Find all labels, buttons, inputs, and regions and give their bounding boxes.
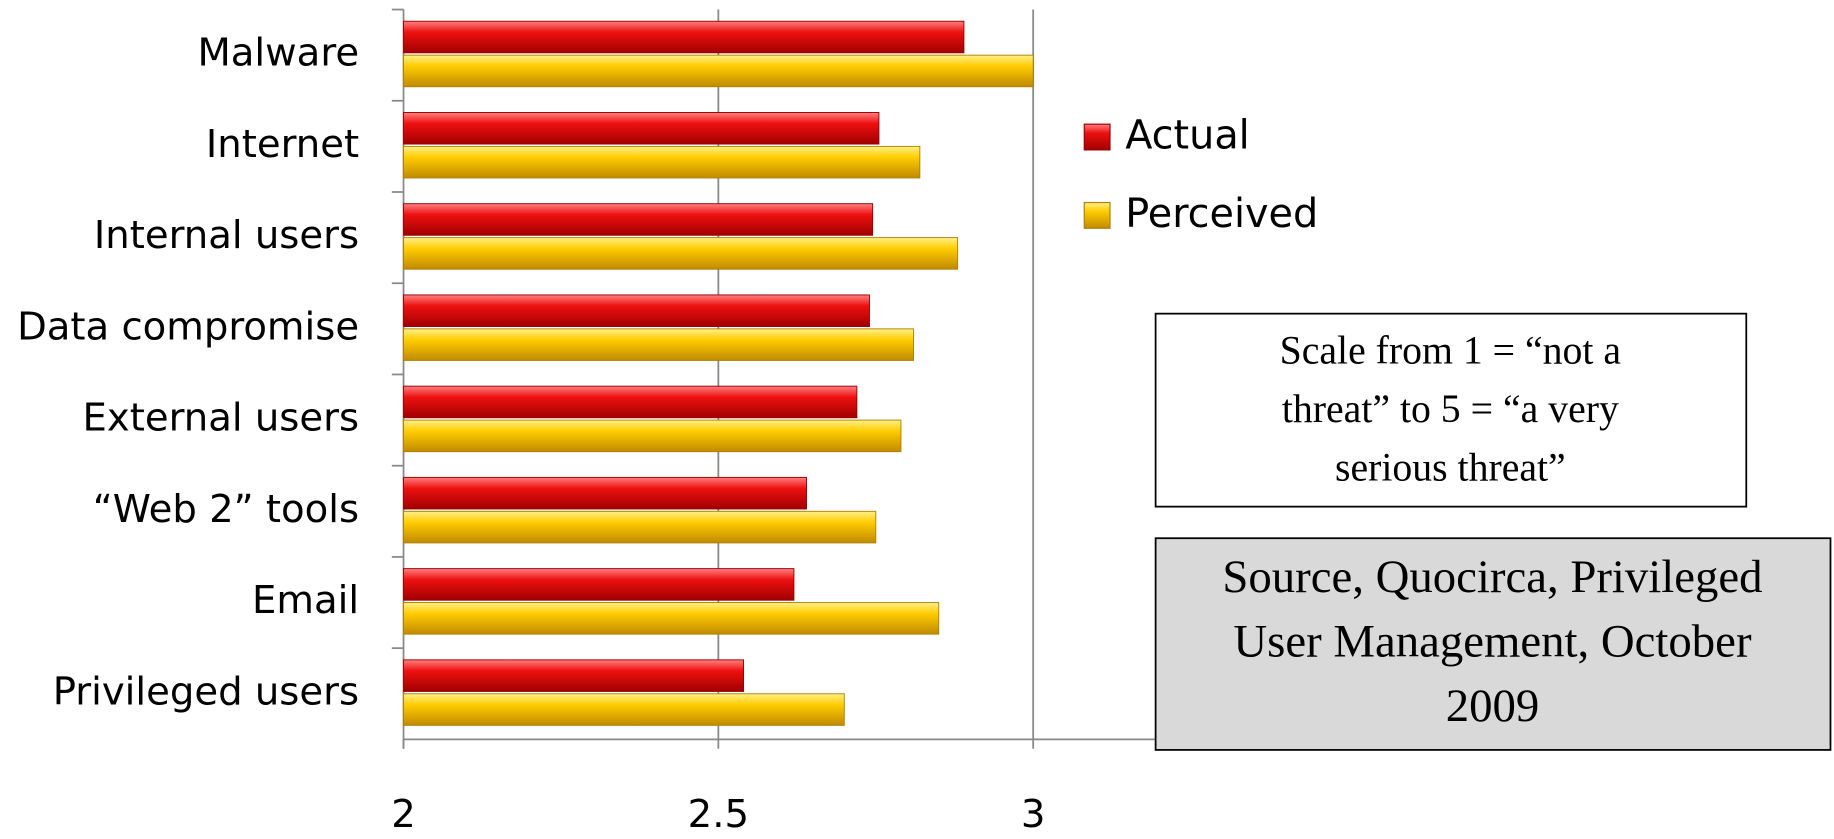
- note-box: [1154, 312, 1748, 508]
- bar: [403, 476, 807, 510]
- y-tick-label: Email: [252, 578, 359, 623]
- bar: [403, 693, 845, 726]
- bar: [403, 54, 1034, 88]
- bar: [403, 237, 959, 270]
- legend-swatch: [1083, 123, 1111, 151]
- bar: [403, 568, 795, 601]
- bar: [403, 145, 921, 179]
- plot: 2 2.5 3 Malware Internet Internal users Data c…: [17, 8, 1318, 837]
- bar: [403, 112, 880, 145]
- x-tick-label: 2.5: [688, 792, 749, 837]
- y-tick-label: Internet: [206, 122, 359, 167]
- source-text: Source, Quocirca, Privileged: [1222, 551, 1762, 603]
- y-tick-label: “Web 2” tools: [93, 487, 359, 532]
- y-tick-label: Malware: [197, 31, 359, 76]
- note-text: Scale from 1 = “not a: [1280, 329, 1622, 373]
- y-tick-label: Internal users: [94, 213, 359, 258]
- bar: [403, 203, 874, 236]
- legend-swatch: [1083, 201, 1111, 229]
- source-box: [1154, 537, 1832, 751]
- source-text: User Management, October: [1233, 616, 1752, 668]
- bar: [403, 510, 877, 544]
- bar: [403, 659, 745, 692]
- source-text: 2009: [1446, 680, 1540, 732]
- legend-label: Perceived: [1125, 191, 1318, 237]
- legend-label: Actual: [1125, 113, 1250, 159]
- bar: [403, 419, 902, 453]
- boxes: Scale from 1 = “not a threat” to 5 = “a v…: [1222, 329, 1762, 732]
- bar: [403, 385, 858, 419]
- y-tick-label: Privileged users: [53, 669, 359, 714]
- bar: [403, 328, 915, 361]
- note-text: serious threat”: [1335, 446, 1566, 490]
- y-tick-label: Data compromise: [17, 304, 359, 349]
- bar: [403, 602, 940, 635]
- note-text: threat” to 5 = “a very: [1282, 387, 1619, 431]
- x-tick-label: 3: [1021, 792, 1046, 837]
- y-tick-label: External users: [83, 396, 360, 441]
- x-tick-label: 2: [391, 792, 416, 837]
- bar: [403, 294, 870, 327]
- bar: [403, 20, 965, 54]
